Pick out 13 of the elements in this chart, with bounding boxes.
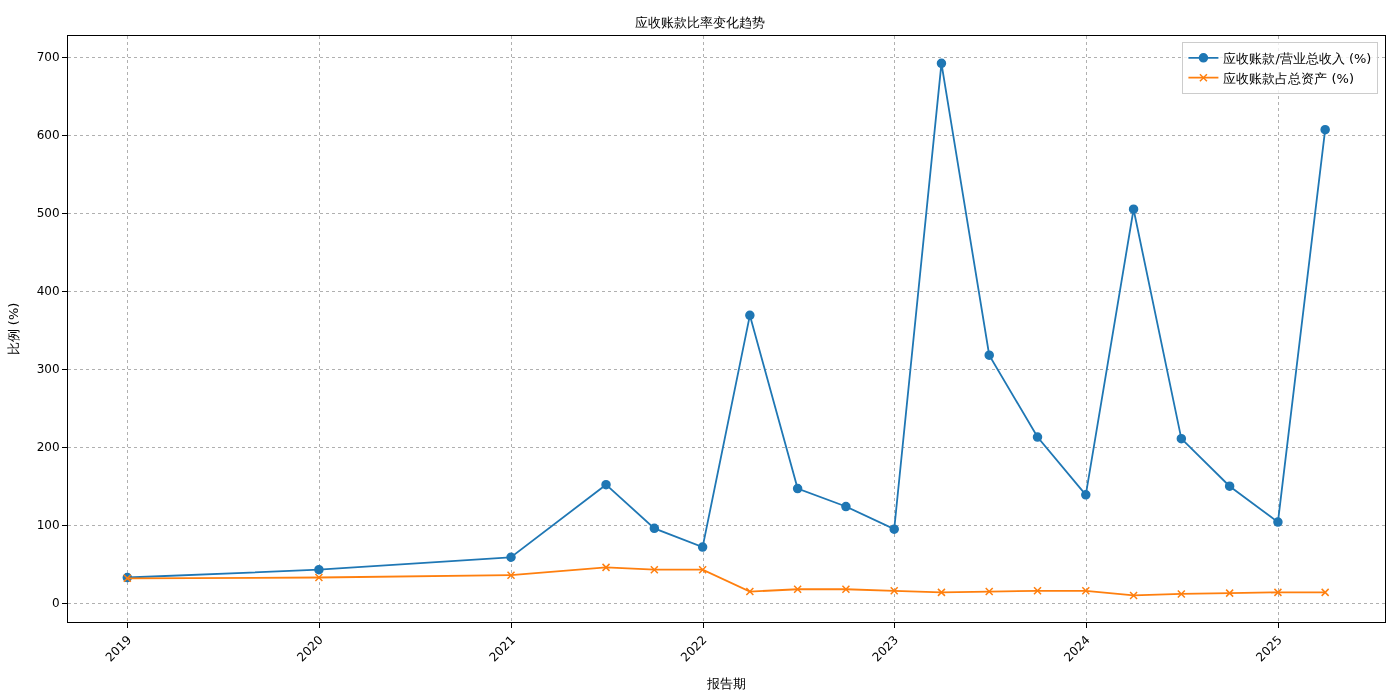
y-tick-label: 400 [36,284,60,299]
y-tick-label: 300 [36,362,60,377]
y-tick-label: 100 [36,518,60,533]
y-tick-label: 0 [51,596,60,611]
x-axis-title: 报告期 [706,675,746,691]
chart-title: 应收账款比率变化趋势 [635,14,765,30]
y-tick-label: 200 [36,440,60,455]
y-tick-label: 700 [36,50,60,65]
legend-label: 应收账款/营业总收入 (%) [1223,50,1372,66]
y-axis-title: 比例 (%) [5,302,21,356]
y-tick-label: 500 [36,206,60,221]
y-tick-label: 600 [36,128,60,143]
legend-label: 应收账款占总资产 (%) [1223,70,1355,86]
